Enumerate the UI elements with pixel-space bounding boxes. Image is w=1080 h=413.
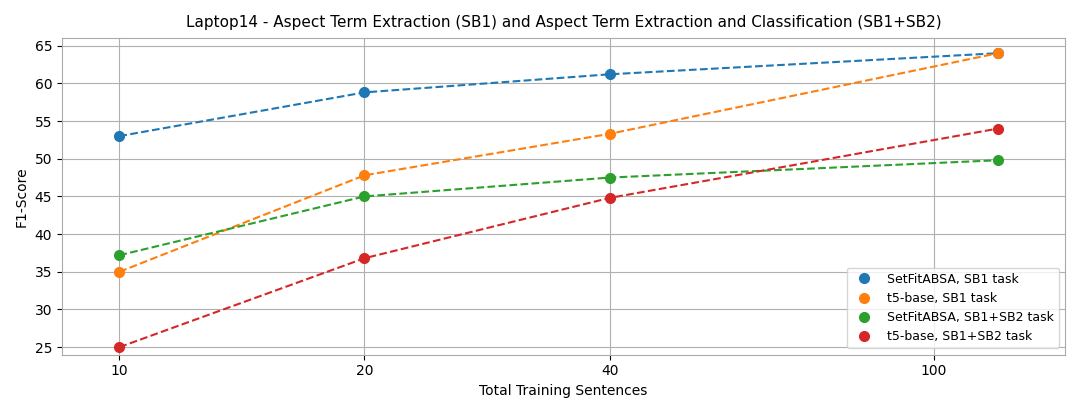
- SetFitABSA, SB1+SB2 task: [357, 194, 370, 199]
- Line: t5-base, SB1+SB2 task: t5-base, SB1+SB2 task: [114, 124, 1003, 352]
- t5-base, SB1 task: [113, 269, 126, 274]
- SetFitABSA, SB1 task: [357, 90, 370, 95]
- Y-axis label: F1-Score: F1-Score: [15, 166, 29, 227]
- t5-base, SB1 task: [991, 51, 1004, 56]
- Line: t5-base, SB1 task: t5-base, SB1 task: [114, 48, 1003, 277]
- SetFitABSA, SB1+SB2 task: [991, 158, 1004, 163]
- t5-base, SB1 task: [357, 173, 370, 178]
- t5-base, SB1+SB2 task: [113, 345, 126, 350]
- SetFitABSA, SB1 task: [113, 134, 126, 139]
- SetFitABSA, SB1 task: [991, 51, 1004, 56]
- Legend: SetFitABSA, SB1 task, t5-base, SB1 task, SetFitABSA, SB1+SB2 task, t5-base, SB1+: SetFitABSA, SB1 task, t5-base, SB1 task,…: [847, 268, 1058, 349]
- Title: Laptop14 - Aspect Term Extraction (SB1) and Aspect Term Extraction and Classific: Laptop14 - Aspect Term Extraction (SB1) …: [186, 15, 942, 30]
- SetFitABSA, SB1+SB2 task: [603, 175, 616, 180]
- t5-base, SB1 task: [603, 131, 616, 136]
- SetFitABSA, SB1 task: [603, 72, 616, 77]
- SetFitABSA, SB1+SB2 task: [113, 253, 126, 258]
- t5-base, SB1+SB2 task: [991, 126, 1004, 131]
- t5-base, SB1+SB2 task: [603, 195, 616, 200]
- X-axis label: Total Training Sentences: Total Training Sentences: [480, 384, 648, 398]
- t5-base, SB1+SB2 task: [357, 256, 370, 261]
- Line: SetFitABSA, SB1+SB2 task: SetFitABSA, SB1+SB2 task: [114, 155, 1003, 260]
- Line: SetFitABSA, SB1 task: SetFitABSA, SB1 task: [114, 48, 1003, 141]
